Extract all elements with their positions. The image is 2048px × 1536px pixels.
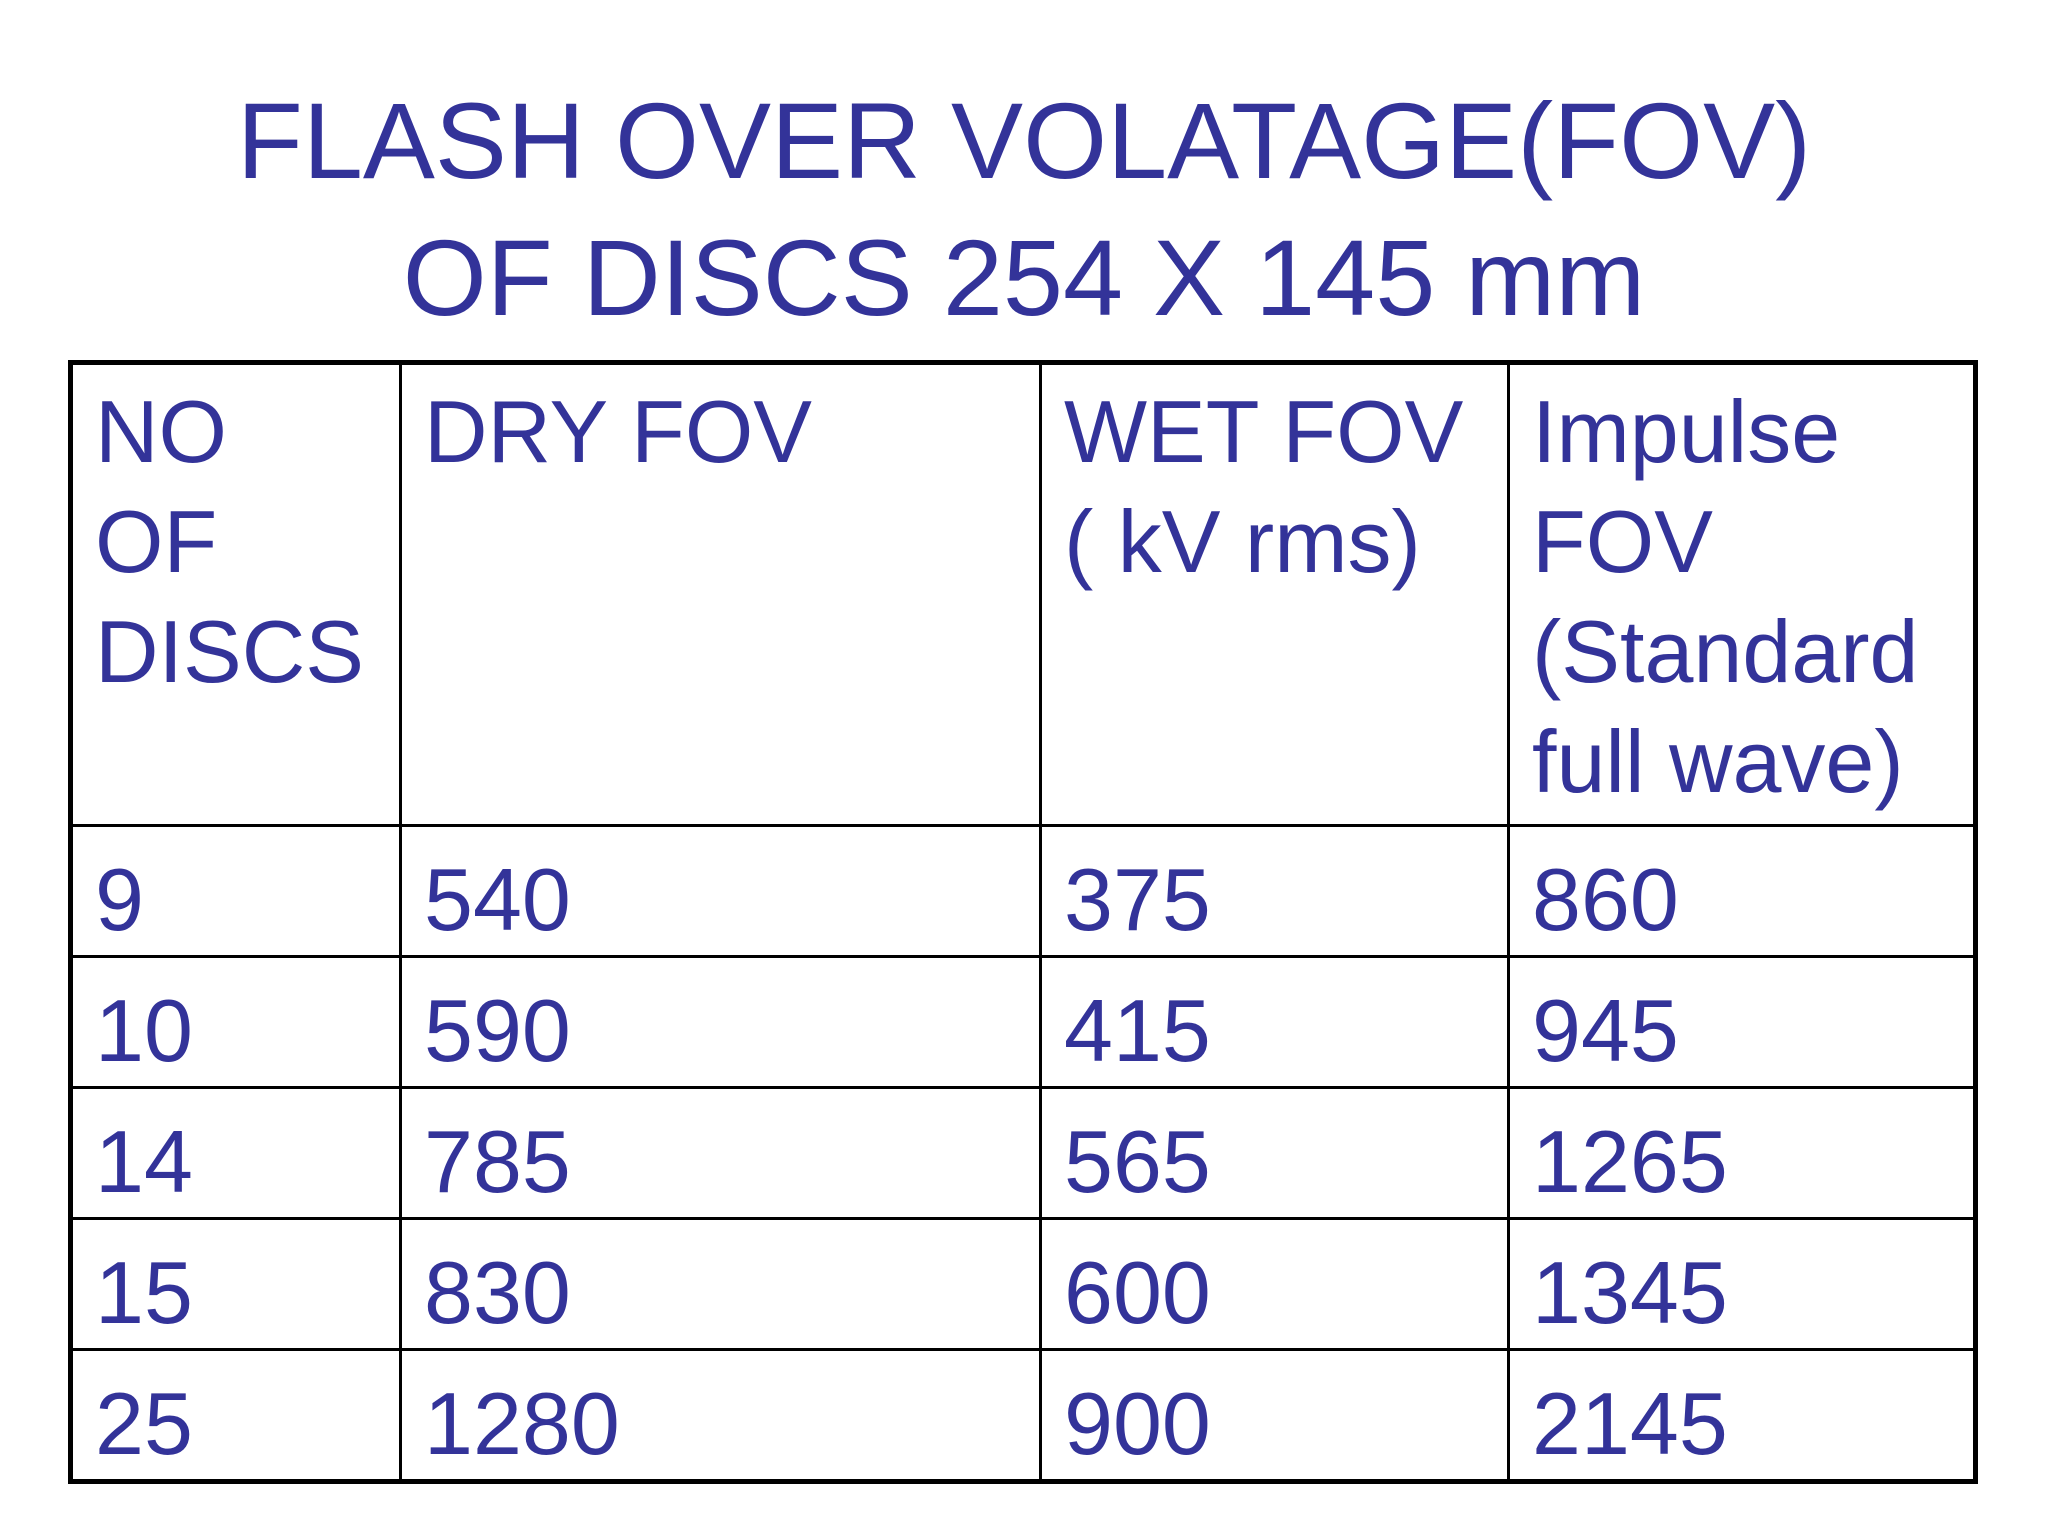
cell-no-of-discs: 10 <box>69 955 402 1089</box>
cell-dry-fov: 1280 <box>399 1348 1042 1483</box>
cell-dry-fov: 590 <box>399 955 1042 1089</box>
cell-wet-fov: 600 <box>1039 1217 1510 1351</box>
header-line: Impulse <box>1532 382 1841 481</box>
cell-wet-fov: 415 <box>1039 955 1510 1089</box>
cell-no-of-discs: 25 <box>69 1348 402 1483</box>
header-line: NO <box>95 382 227 481</box>
table-row: 10 590 415 945 <box>69 955 1977 1089</box>
title-line-2: OF DISCS 254 X 145 mm <box>402 217 1646 338</box>
table-row: 15 830 600 1345 <box>69 1217 1977 1351</box>
header-line: WET FOV <box>1064 382 1464 481</box>
cell-impulse-fov: 860 <box>1507 824 1977 958</box>
cell-wet-fov: 900 <box>1039 1348 1510 1483</box>
header-dry-fov: DRY FOV <box>399 361 1042 827</box>
cell-wet-fov: 375 <box>1039 824 1510 958</box>
header-no-of-discs: NO OF DISCS <box>69 361 402 827</box>
header-line: ( kV rms) <box>1064 492 1421 591</box>
header-line: DRY FOV <box>424 382 812 481</box>
fov-table: NO OF DISCS DRY FOV WET FOV ( kV rms) Im… <box>68 360 1978 1484</box>
header-impulse-fov: Impulse FOV (Standard full wave) <box>1507 361 1977 827</box>
header-line: full wave) <box>1532 712 1904 811</box>
table-row: 25 1280 900 2145 <box>69 1348 1977 1483</box>
header-line: DISCS <box>95 602 364 701</box>
cell-wet-fov: 565 <box>1039 1086 1510 1220</box>
header-line: (Standard <box>1532 602 1919 701</box>
table-row: 9 540 375 860 <box>69 824 1977 958</box>
table-row: 14 785 565 1265 <box>69 1086 1977 1220</box>
header-line: OF <box>95 492 218 591</box>
cell-dry-fov: 540 <box>399 824 1042 958</box>
cell-impulse-fov: 2145 <box>1507 1348 1977 1483</box>
cell-no-of-discs: 15 <box>69 1217 402 1351</box>
cell-dry-fov: 785 <box>399 1086 1042 1220</box>
cell-impulse-fov: 1265 <box>1507 1086 1977 1220</box>
cell-dry-fov: 830 <box>399 1217 1042 1351</box>
slide-title: FLASH OVER VOLATAGE(FOV) OF DISCS 254 X … <box>0 72 2048 346</box>
cell-impulse-fov: 1345 <box>1507 1217 1977 1351</box>
table-header-row: NO OF DISCS DRY FOV WET FOV ( kV rms) Im… <box>69 361 1977 827</box>
header-wet-fov: WET FOV ( kV rms) <box>1039 361 1510 827</box>
header-line: FOV <box>1532 492 1713 591</box>
cell-no-of-discs: 9 <box>69 824 402 958</box>
cell-no-of-discs: 14 <box>69 1086 402 1220</box>
title-line-1: FLASH OVER VOLATAGE(FOV) <box>236 80 1812 201</box>
cell-impulse-fov: 945 <box>1507 955 1977 1089</box>
